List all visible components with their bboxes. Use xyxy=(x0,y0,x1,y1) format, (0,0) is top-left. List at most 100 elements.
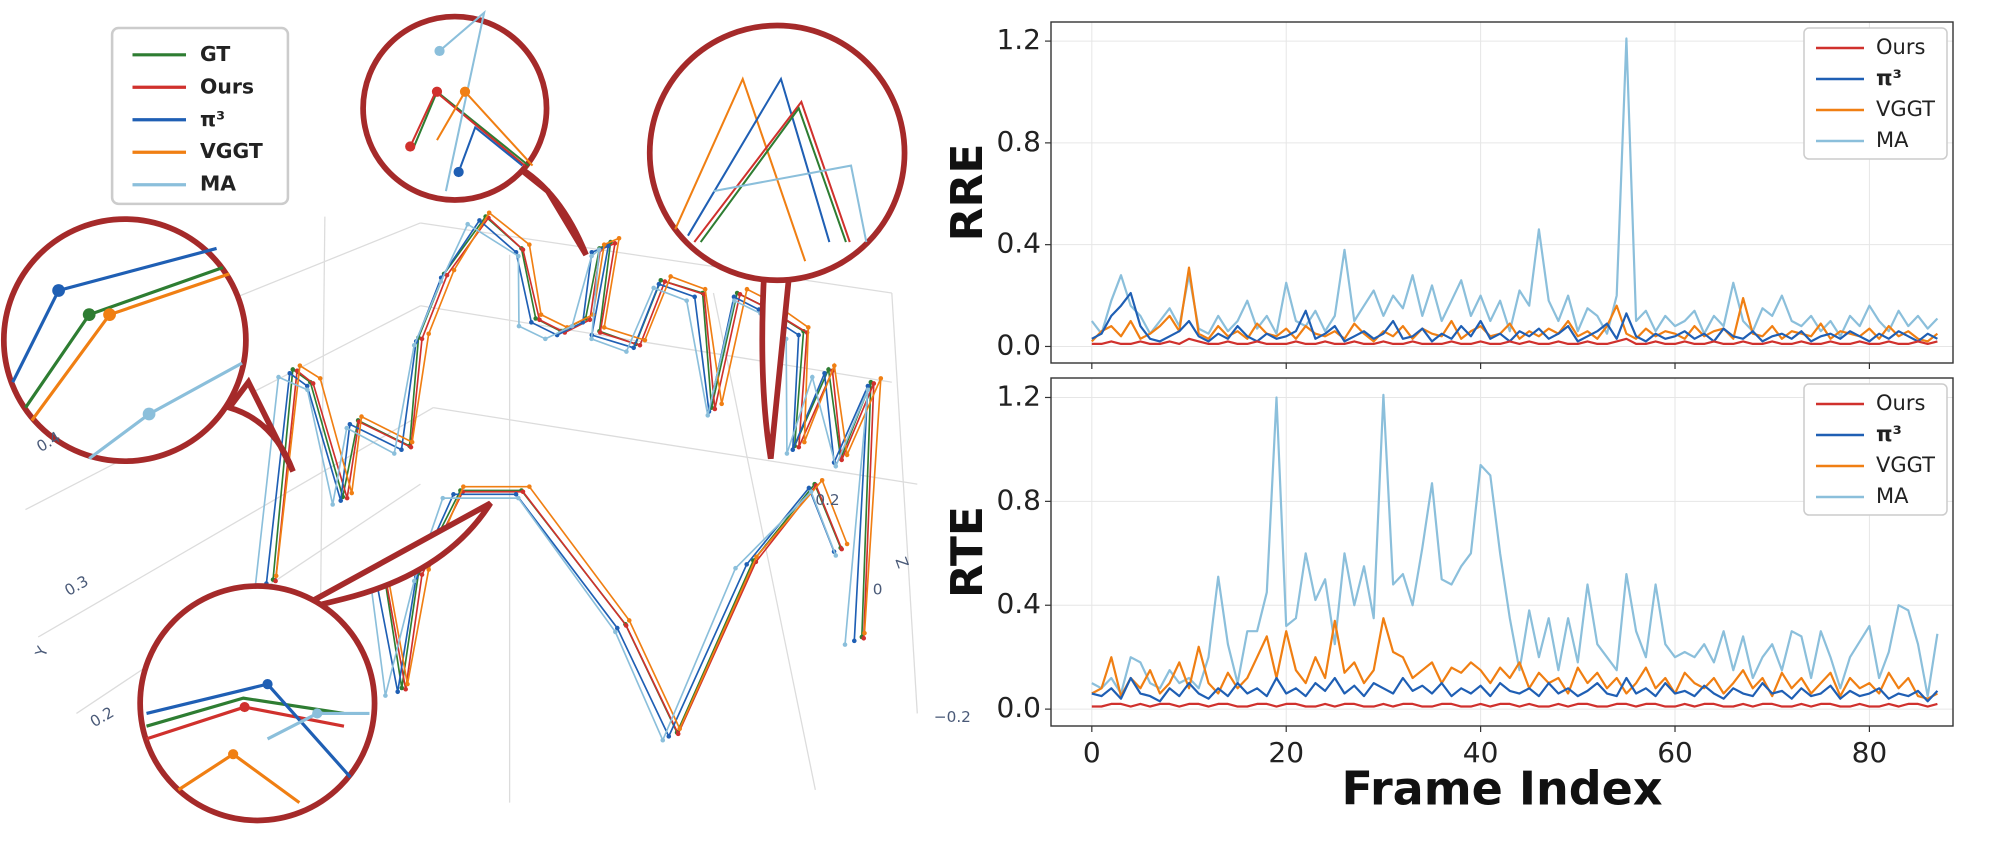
trajectory-point xyxy=(486,210,492,216)
trajectory-point xyxy=(660,737,666,743)
trajectory-point xyxy=(601,325,607,330)
legend-label: Ours xyxy=(1876,35,1925,59)
legend-label: Ours xyxy=(1876,391,1925,415)
trajectory-point xyxy=(754,554,759,560)
trajectory-point xyxy=(533,316,539,321)
legend-box xyxy=(1803,27,1948,160)
trajectory-point xyxy=(826,367,831,372)
trajectory-point xyxy=(808,489,814,495)
trajectory-point xyxy=(658,277,664,283)
trajectory-point xyxy=(537,317,542,323)
scene-axes: Y 0.4 0.3 0.2 Z 0.2 0 −0.2 xyxy=(31,428,970,731)
trajectory-point xyxy=(666,734,672,739)
trajectory-point xyxy=(477,218,482,223)
trajectory-point xyxy=(624,349,629,354)
trajectory-point xyxy=(395,689,400,695)
trajectory-point xyxy=(520,489,526,495)
trajectory-point xyxy=(589,336,594,342)
y-tick-label: 1.2 xyxy=(996,379,1041,412)
zoom-circle xyxy=(137,583,378,824)
trajectory-point xyxy=(806,485,812,491)
trajectory-point xyxy=(529,320,534,325)
trajectory-point xyxy=(516,495,521,501)
series-line xyxy=(1091,676,1939,703)
trajectory-point xyxy=(411,342,417,348)
y-tick-label: 0.8 xyxy=(996,483,1041,516)
trajectory-point xyxy=(438,279,444,284)
trajectory-point xyxy=(409,439,415,445)
trajectory-point xyxy=(344,425,350,431)
trajectory-point xyxy=(304,383,310,389)
trajectory-point xyxy=(705,413,711,418)
trajectory-point xyxy=(276,374,281,380)
trajectory-point xyxy=(601,242,607,247)
y-tick-label: 0.4 xyxy=(996,227,1041,260)
trajectory-point xyxy=(330,502,335,507)
legend-label: π³ xyxy=(200,107,225,131)
x-tick-label: 80 xyxy=(1852,736,1888,769)
trajectory-point xyxy=(596,247,602,252)
trajectory-point xyxy=(569,323,575,329)
legend-label: MA xyxy=(1876,128,1909,152)
x-axis-label: Frame Index xyxy=(1341,762,1662,816)
series-line xyxy=(1091,266,1939,343)
trajectory-point xyxy=(677,726,683,732)
series-line xyxy=(1091,702,1938,708)
trajectory-point xyxy=(411,578,417,584)
trajectory-point xyxy=(527,242,532,247)
trajectory-point xyxy=(631,345,636,351)
y-axis-label: RRE xyxy=(942,144,993,242)
trajectory-point xyxy=(809,374,815,380)
trajectory-point xyxy=(527,484,532,489)
series-line xyxy=(1091,617,1938,700)
trajectory-point xyxy=(606,243,611,249)
trajectory-point xyxy=(731,294,737,300)
trajectory-point xyxy=(290,367,296,372)
y-axis-label: RTE xyxy=(942,506,993,598)
trajectory-point xyxy=(878,376,884,381)
y-tick-label: 0.4 xyxy=(996,587,1041,620)
legend-box xyxy=(110,26,290,206)
chart: 0.0 0.4 0.8 1.2 Ours π³ VGGT MA RRE xyxy=(942,21,1954,369)
trajectories xyxy=(252,210,884,743)
trajectory-point xyxy=(833,553,839,558)
trajectory-point xyxy=(444,272,450,278)
trajectory xyxy=(275,211,882,634)
y-tick-label: 0.8 xyxy=(996,125,1041,158)
x-tick-label: 40 xyxy=(1463,736,1499,769)
trajectory-point xyxy=(702,286,708,292)
trajectory-point xyxy=(865,387,871,393)
legend-label: π³ xyxy=(1876,66,1902,90)
trajectory-point xyxy=(790,447,796,453)
trajectory-point xyxy=(737,292,743,297)
trajectory-point xyxy=(516,323,522,329)
trajectory xyxy=(254,223,869,645)
axis-label: Y xyxy=(31,643,52,659)
trajectory-point xyxy=(426,567,431,572)
x-tick-label: 20 xyxy=(1268,736,1304,769)
trajectory-point xyxy=(587,317,593,323)
plot-frame xyxy=(1050,21,1954,364)
trajectory-point xyxy=(865,383,871,389)
trajectory-point xyxy=(839,546,844,552)
callout-tail xyxy=(759,264,794,460)
trajectory-point xyxy=(637,342,643,348)
y-tick-label: 0.0 xyxy=(996,328,1041,361)
trajectory-point xyxy=(349,490,355,496)
trajectory-point xyxy=(399,685,405,691)
trajectory-point xyxy=(852,638,857,644)
trajectory-point xyxy=(842,642,848,647)
trajectory-point xyxy=(862,630,867,636)
trajectory-point xyxy=(844,452,850,458)
trajectory-point xyxy=(656,281,662,287)
trajectory-point xyxy=(273,573,279,579)
trajectory-point xyxy=(719,401,724,407)
trajectory-point xyxy=(796,332,801,338)
trajectory-point xyxy=(338,498,344,503)
trajectory-point xyxy=(623,623,629,628)
trajectory-point xyxy=(451,492,456,497)
trajectory-point xyxy=(668,274,673,279)
trajectory-point xyxy=(589,249,595,255)
trajectory-point xyxy=(419,336,425,342)
